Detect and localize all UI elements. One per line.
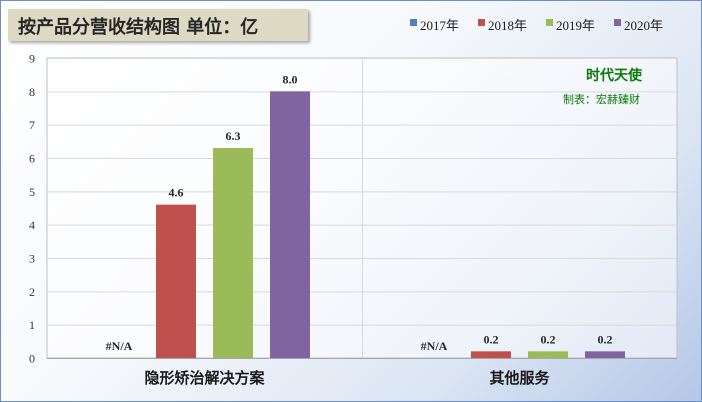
y-tick-label: 1: [29, 318, 35, 332]
data-label: 6.3: [226, 129, 241, 143]
data-label: #N/A: [421, 339, 448, 353]
y-tick-label: 9: [29, 52, 35, 66]
data-label: #N/A: [106, 339, 133, 353]
y-tick-label: 6: [29, 152, 35, 166]
legend-label: 2018年: [488, 18, 528, 33]
chart-title-box: 按产品分营收结构图 单位：亿: [8, 9, 308, 41]
bar: [213, 148, 253, 358]
data-label: 8.0: [283, 72, 298, 86]
watermark-brand: 时代天使: [586, 68, 642, 84]
bar: [270, 91, 310, 358]
data-label: 0.2: [484, 332, 499, 346]
legend-label: 2019年: [556, 18, 596, 33]
y-tick-label: 0: [29, 352, 35, 366]
legend-swatch: [410, 19, 417, 26]
legend-swatch: [614, 19, 621, 26]
data-label: 0.2: [598, 332, 613, 346]
data-label: 0.2: [541, 332, 556, 346]
chart-title: 按产品分营收结构图 单位：亿: [18, 17, 259, 38]
y-tick-label: 4: [29, 218, 35, 232]
y-tick-label: 2: [29, 285, 35, 299]
legend-label: 2020年: [624, 18, 664, 33]
bar: [156, 204, 196, 358]
y-tick-label: 8: [29, 85, 35, 99]
y-tick-label: 7: [29, 118, 35, 132]
data-label: 4.6: [169, 186, 184, 200]
y-tick-label: 5: [29, 185, 35, 199]
watermark-credit: 制表：宏赫臻财: [563, 93, 640, 106]
x-category-label: 隐形矫治解决方案: [144, 369, 265, 387]
legend-swatch: [546, 19, 553, 26]
legend-swatch: [478, 19, 485, 26]
x-category-label: 其他服务: [489, 369, 550, 387]
bar: [528, 351, 568, 358]
bar: [585, 351, 625, 358]
y-tick-label: 3: [29, 252, 35, 266]
legend-label: 2017年: [420, 18, 460, 33]
bar: [471, 351, 511, 358]
